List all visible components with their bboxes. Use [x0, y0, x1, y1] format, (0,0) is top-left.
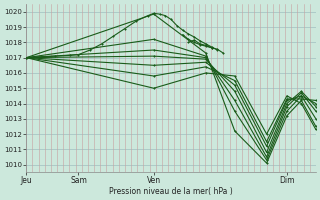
X-axis label: Pression niveau de la mer( hPa ): Pression niveau de la mer( hPa ) — [109, 187, 233, 196]
